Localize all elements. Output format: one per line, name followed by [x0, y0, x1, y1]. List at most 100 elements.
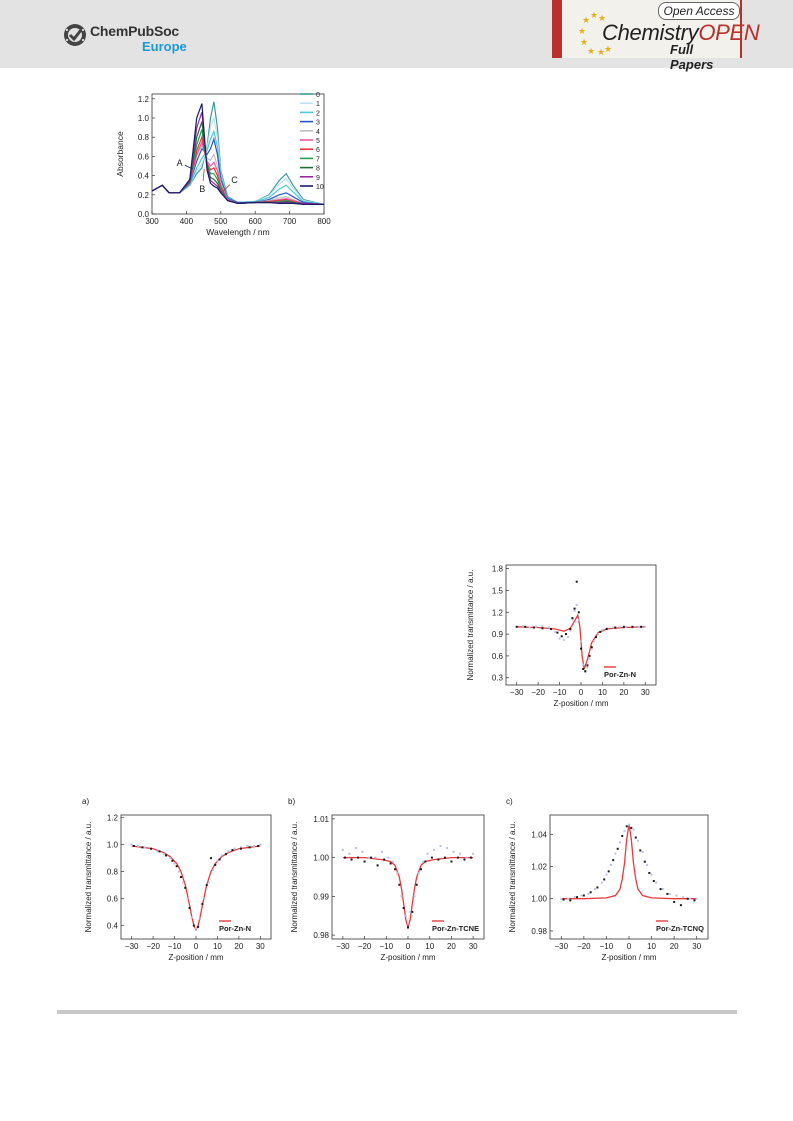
y-axis-label: Normalized transmittance / a.u.: [466, 570, 475, 681]
section-label: Full Papers: [670, 42, 714, 72]
data-point: [616, 847, 619, 850]
x-tick-label: 10: [647, 942, 656, 951]
series-line: [131, 845, 261, 932]
x-tick-label: 30: [692, 942, 701, 951]
data-point: [640, 625, 642, 628]
data-point: [586, 666, 589, 669]
data-point: [192, 924, 195, 927]
x-axis-label: Wavelength / nm: [206, 227, 269, 237]
data-point: [357, 856, 360, 859]
data-point: [162, 853, 165, 856]
data-point: [605, 873, 608, 876]
x-tick-label: 10: [425, 942, 434, 951]
y-tick-label: 0.9: [492, 630, 504, 639]
data-point: [169, 857, 172, 860]
data-point: [556, 631, 559, 634]
data-point: [655, 881, 658, 884]
zscan-chart-b: −30 −20 −10 0 10 20 30 0.98 0.99 1.00 1.01 Z-positi…: [288, 797, 485, 962]
data-point: [248, 846, 251, 849]
svg-text:★: ★: [587, 46, 595, 56]
data-point: [634, 836, 637, 839]
data-point: [417, 872, 420, 875]
x-tick-label: −30: [554, 942, 568, 951]
x-tick-label: −20: [146, 942, 160, 951]
data-point: [522, 625, 525, 628]
series-line: [151, 103, 324, 206]
data-point: [415, 883, 418, 886]
data-point: [259, 843, 262, 846]
plot-frame: [505, 564, 657, 686]
data-point: [567, 636, 570, 638]
data-point: [652, 880, 655, 883]
x-tick-label: 0: [194, 942, 199, 951]
data-point: [668, 892, 671, 895]
data-point: [212, 869, 215, 872]
data-point: [463, 858, 466, 861]
data-point: [165, 854, 167, 857]
y-tick-label: 0.4: [107, 922, 119, 931]
data-point: [609, 863, 612, 866]
x-tick-label: 20: [234, 942, 243, 951]
data-point: [582, 894, 585, 897]
data-point: [225, 853, 227, 856]
data-point: [361, 850, 364, 853]
data-point: [571, 617, 574, 620]
plot-frame: [549, 814, 709, 940]
y-tick-label: 0.0: [138, 210, 150, 219]
data-point: [132, 845, 135, 847]
x-tick-label: −10: [553, 688, 567, 697]
data-point: [573, 609, 576, 612]
data-point: [182, 881, 185, 884]
data-point: [450, 860, 453, 863]
data-point: [622, 625, 625, 628]
data-point: [220, 854, 223, 857]
data-point: [257, 845, 260, 847]
data-point: [644, 625, 647, 628]
data-point: [573, 896, 576, 899]
data-point: [682, 896, 685, 899]
data-point: [376, 864, 379, 867]
data-point: [400, 895, 403, 898]
data-point: [594, 888, 597, 891]
x-tick-label: 0: [579, 688, 584, 697]
chempubsoc-logo-icon: [64, 24, 86, 46]
data-point: [587, 892, 590, 895]
data-point: [569, 629, 572, 632]
data-point: [577, 618, 580, 621]
data-point: [180, 876, 182, 878]
journal-title: ChemistryOPEN: [602, 20, 760, 46]
data-point: [240, 847, 242, 850]
data-point: [350, 858, 353, 861]
data-point: [577, 611, 580, 614]
data-point: [465, 856, 468, 859]
data-point: [393, 868, 396, 871]
data-point: [252, 845, 255, 847]
data-point: [197, 925, 200, 928]
data-point: [637, 625, 640, 628]
x-tick-label: −30: [125, 942, 139, 951]
x-tick-label: 0: [406, 942, 411, 951]
data-point: [641, 851, 644, 854]
legend-label: 1: [316, 101, 320, 108]
data-point: [383, 858, 386, 861]
series-line: [561, 824, 697, 900]
data-point: [535, 625, 537, 628]
zscan-chart-a: −30 −20 −10 0 10 20 30 0.4 0.6 0.8 1.0 1.2 Z-positio…: [82, 797, 272, 962]
data-point: [389, 862, 392, 865]
y-tick-label: 1.5: [492, 586, 504, 595]
data-point: [354, 846, 357, 849]
data-point: [648, 871, 651, 874]
data-point: [171, 859, 174, 862]
data-point: [562, 898, 565, 901]
data-point: [227, 850, 230, 853]
data-point: [666, 892, 669, 895]
data-point: [426, 852, 429, 855]
y-tick-label: 1.00: [531, 895, 547, 904]
x-axis-label: Z-position / mm: [380, 953, 435, 962]
data-point: [184, 886, 187, 889]
data-point: [374, 856, 377, 859]
data-point: [446, 846, 449, 849]
y-tick-label: 0.2: [138, 191, 150, 200]
series-line: [342, 856, 474, 930]
x-tick-label: 400: [180, 217, 194, 226]
